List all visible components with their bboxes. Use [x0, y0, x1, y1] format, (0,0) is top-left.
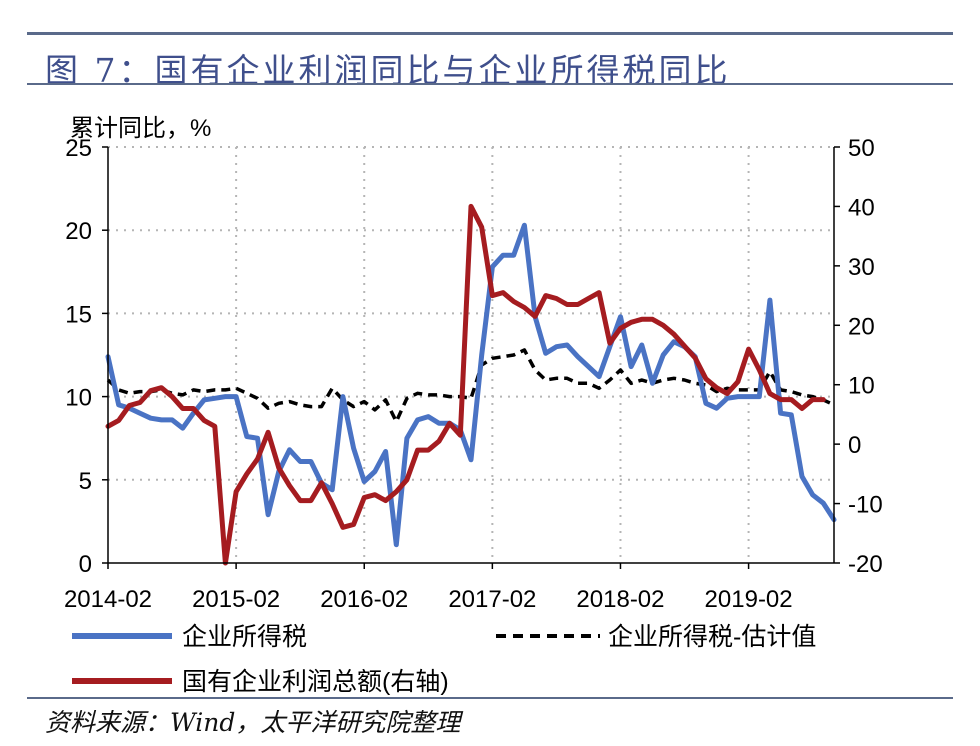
axes: 0 5 10 15 20 25 -20 -10 0 10 20 30 40 50 2014-02 2015-0…	[64, 135, 883, 613]
left-tick-label: 0	[79, 551, 92, 578]
line-chart: 累计同比，% 0 5 10 15 20 25 -20 -10 0 10 20 30 40 50 2014-0…	[64, 115, 883, 696]
right-tick-label: 10	[848, 373, 875, 400]
legend-label-2: 国有企业利润总额(右轴)	[182, 668, 449, 696]
x-tick-label: 2018-02	[576, 586, 664, 613]
title-bottom-rule	[27, 83, 953, 85]
series-layer	[105, 203, 837, 566]
footer-rule	[27, 697, 953, 699]
right-tick-label: 40	[848, 194, 875, 221]
y-unit-label: 累计同比，%	[70, 115, 211, 142]
x-tick-label: 2017-02	[448, 586, 536, 613]
left-tick-label: 10	[65, 385, 92, 412]
right-tick-label: 0	[848, 432, 861, 459]
series-line-1	[106, 348, 835, 424]
legend-label-1: 企业所得税-估计值	[608, 623, 816, 651]
x-tick-label: 2019-02	[705, 586, 793, 613]
title-top-rule	[27, 32, 953, 35]
source-note: 资料来源：Wind，太平洋研究院整理	[45, 708, 461, 737]
left-tick-label: 15	[65, 301, 92, 328]
left-tick-label: 5	[79, 468, 92, 495]
left-tick-label: 20	[65, 218, 92, 245]
right-tick-label: 30	[848, 254, 875, 281]
right-tick-label: 50	[848, 135, 875, 162]
series-line-0	[105, 222, 837, 548]
x-tick-label: 2016-02	[320, 586, 408, 613]
series-line-2	[105, 203, 826, 566]
x-tick-label: 2015-02	[192, 586, 280, 613]
right-tick-label: -20	[848, 551, 883, 578]
right-tick-label: -10	[848, 492, 883, 519]
x-tick-label: 2014-02	[64, 586, 152, 613]
right-tick-label: 20	[848, 313, 875, 340]
left-tick-label: 25	[65, 135, 92, 162]
legend-label-0: 企业所得税	[182, 623, 307, 651]
